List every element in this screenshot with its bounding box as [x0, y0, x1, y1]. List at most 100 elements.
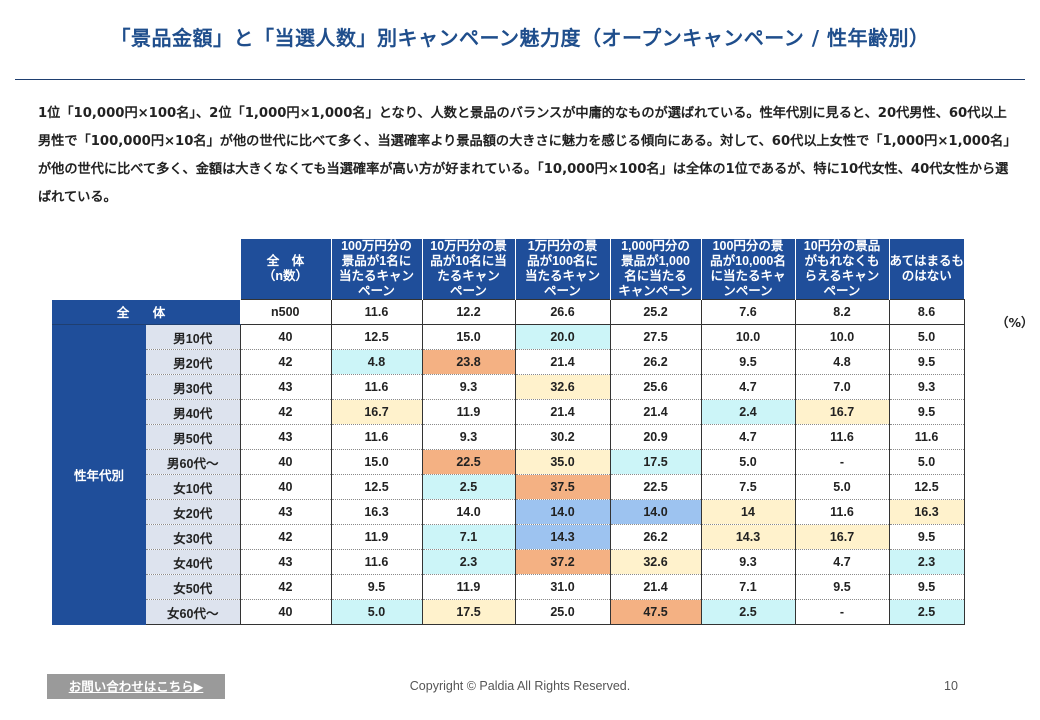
- value-cell: 10.0: [794, 324, 889, 350]
- column-header-label: 10円分の景品 がもれなくも らえるキャン ペーン: [803, 239, 881, 298]
- group-label: 性年代別: [52, 324, 146, 625]
- value-cell: 11.6: [794, 424, 889, 450]
- table-row: 性年代別 男10代 40 12.5 15.0 20.0 27.5 10.0 10.0 5.0: [52, 324, 965, 625]
- value-cell: 27.5: [609, 324, 701, 350]
- column-header-label: 1,000円分の 景品が1,000 名に当たる キャンペーン: [618, 239, 693, 298]
- table-row: 男60代～ 40 15.0 22.5 35.0 17.5 5.0-5.0: [52, 449, 965, 475]
- row-n: 40: [240, 449, 332, 475]
- value-cell: 15.0: [421, 324, 515, 350]
- row-label: 女30代: [146, 524, 241, 550]
- row-n: 42: [240, 349, 332, 375]
- value-cell: 17.5: [421, 599, 515, 625]
- total-value: 12.2: [421, 299, 515, 325]
- unit-label: （%）: [996, 315, 1034, 330]
- row-n: 42: [240, 574, 332, 600]
- value-cell: 7.5: [700, 474, 795, 500]
- column-header-label: 全 体 （n数）: [262, 254, 309, 283]
- value-cell: 7.0: [794, 374, 889, 400]
- value-cell: 11.6: [330, 374, 422, 400]
- value-cell: 7.1: [421, 524, 515, 550]
- value-cell: 25.6: [609, 374, 701, 400]
- column-header-label: 10万円分の景 品が10名に当 たるキャン ペーン: [430, 239, 507, 298]
- header-blank: [52, 239, 146, 300]
- table-row: 女60代～ 40 5.0 17.5 25.0 47.5 2.5-2.5: [52, 599, 965, 625]
- value-cell: 16.7: [794, 524, 889, 550]
- total-value: 25.2: [609, 299, 701, 325]
- value-cell: 5.0: [888, 324, 965, 350]
- value-cell: 21.4: [514, 399, 610, 425]
- value-cell: 4.7: [794, 549, 889, 575]
- row-n: 42: [240, 399, 332, 425]
- table-row: 男30代 43 11.6 9.3 32.6 25.6 4.7 7.0 9.3: [52, 374, 965, 400]
- column-header: あてはまるも のはない: [888, 239, 965, 300]
- value-cell: 22.5: [421, 449, 515, 475]
- value-cell: 16.7: [330, 399, 422, 425]
- value-cell: 9.5: [794, 574, 889, 600]
- row-n: 40: [240, 599, 332, 625]
- row-n: 40: [240, 474, 332, 500]
- value-cell: 23.8: [421, 349, 515, 375]
- value-cell: 2.5: [888, 599, 965, 625]
- row-label: 男60代～: [146, 449, 241, 475]
- row-label: 男40代: [146, 399, 241, 425]
- row-label: 男20代: [146, 349, 241, 375]
- value-cell: 9.5: [330, 574, 422, 600]
- value-cell: 4.7: [700, 424, 795, 450]
- total-value: 7.6: [700, 299, 795, 325]
- value-cell: 37.5: [514, 474, 610, 500]
- value-cell: 12.5: [888, 474, 965, 500]
- total-row: 全 体 n500 11.6 12.2 26.6 25.2 7.6 8.2 8.6: [52, 299, 965, 325]
- value-cell: 9.3: [700, 549, 795, 575]
- value-cell: 12.5: [330, 474, 422, 500]
- results-table: 全 体 （n数） 100万円分の 景品が1名に 当たるキャン ペーン 10万円分…: [52, 239, 965, 625]
- row-label: 女50代: [146, 574, 241, 600]
- value-cell: 16.7: [794, 399, 889, 425]
- total-value: 8.2: [794, 299, 889, 325]
- value-cell: 32.6: [609, 549, 701, 575]
- total-value: 11.6: [330, 299, 422, 325]
- row-n: 43: [240, 499, 332, 525]
- table-row: 女10代 40 12.5 2.5 37.5 22.5 7.5 5.0 12.5: [52, 474, 965, 500]
- column-header: 全 体 （n数）: [239, 239, 331, 300]
- value-cell: 11.9: [421, 399, 515, 425]
- value-cell: 16.3: [888, 499, 965, 525]
- value-cell: 11.6: [330, 549, 422, 575]
- title-divider: [15, 79, 1025, 80]
- value-cell: 9.5: [700, 349, 795, 375]
- value-cell: 31.0: [514, 574, 610, 600]
- total-label: 全 体: [52, 299, 240, 325]
- value-cell: 14.0: [514, 499, 610, 525]
- table-row: 女20代 43 16.3 14.0 14.0 14.0 14 11.6 16.3: [52, 499, 965, 525]
- row-label: 男50代: [146, 424, 241, 450]
- value-cell: 4.8: [330, 349, 422, 375]
- value-cell: 26.2: [609, 349, 701, 375]
- page-number: 10: [944, 679, 958, 693]
- value-cell: 9.5: [888, 349, 965, 375]
- row-n: 43: [240, 424, 332, 450]
- value-cell: 2.3: [421, 549, 515, 575]
- column-header-label: 100万円分の 景品が1名に 当たるキャン ペーン: [338, 239, 414, 298]
- value-cell: 9.3: [421, 374, 515, 400]
- copyright-text: Copyright © Paldia All Rights Reserved.: [409, 679, 631, 693]
- column-header: 100万円分の 景品が1名に 当たるキャン ペーン: [330, 239, 422, 300]
- value-cell: 5.0: [794, 474, 889, 500]
- value-cell: 11.6: [794, 499, 889, 525]
- value-cell: 30.2: [514, 424, 610, 450]
- table-header-row: 全 体 （n数） 100万円分の 景品が1名に 当たるキャン ペーン 10万円分…: [52, 239, 965, 300]
- contact-button[interactable]: お問い合わせはこちら▶: [47, 674, 225, 699]
- total-value: 8.6: [888, 299, 965, 325]
- total-value: 26.6: [514, 299, 610, 325]
- value-cell: 9.3: [421, 424, 515, 450]
- value-cell: 26.2: [609, 524, 701, 550]
- value-cell: 9.5: [888, 524, 965, 550]
- value-cell: 35.0: [514, 449, 610, 475]
- value-cell: 47.5: [609, 599, 701, 625]
- column-header: 10万円分の景 品が10名に当 たるキャン ペーン: [421, 239, 515, 300]
- value-cell: -: [794, 449, 889, 475]
- column-header: 1,000円分の 景品が1,000 名に当たる キャンペーン: [609, 239, 701, 300]
- value-cell: 14.0: [609, 499, 701, 525]
- table-row: 女30代 42 11.9 7.1 14.3 26.2 14.3 16.7 9.5: [52, 524, 965, 550]
- value-cell: 2.5: [421, 474, 515, 500]
- table-row: 女50代 42 9.5 11.9 31.0 21.4 7.1 9.5 9.5: [52, 574, 965, 600]
- table-row: 女40代 43 11.6 2.3 37.2 32.6 9.3 4.7 2.3: [52, 549, 965, 575]
